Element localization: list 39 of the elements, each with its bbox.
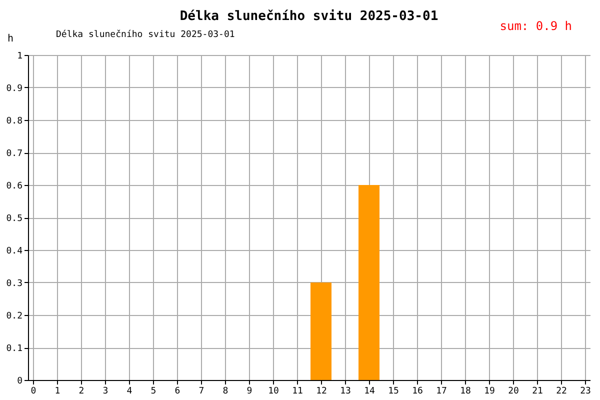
x-tick-label: 13 <box>340 386 351 396</box>
x-tick-label: 21 <box>532 386 543 396</box>
x-tick-label: 11 <box>292 386 303 396</box>
y-axis-title: h <box>7 34 14 44</box>
x-tick-label: 4 <box>126 386 132 396</box>
x-tick-label: 18 <box>460 386 471 396</box>
x-tick-label: 8 <box>222 386 228 396</box>
x-tick-label: 20 <box>508 386 519 396</box>
x-tick-label: 5 <box>150 386 156 396</box>
x-tick-label: 9 <box>246 386 252 396</box>
x-tick-label: 2 <box>78 386 84 396</box>
x-tick-label: 10 <box>268 386 279 396</box>
y-tick-label: 0 <box>17 376 22 386</box>
x-tick-label: 22 <box>556 386 567 396</box>
y-tick-label: 0.7 <box>6 149 22 159</box>
y-tick-label: 0.2 <box>6 312 22 322</box>
x-tick-label: 12 <box>316 386 327 396</box>
x-tick-label: 6 <box>174 386 180 396</box>
text: sum: 0.9 h <box>500 19 572 33</box>
x-tick-label: 0 <box>30 386 36 396</box>
x-tick-label: 1 <box>54 386 60 396</box>
text: Délka slunečního svitu 2025-03-01 <box>56 29 235 40</box>
y-tick-label: 0.8 <box>6 116 22 126</box>
x-tick-label: 7 <box>198 386 204 396</box>
x-tick-label: 23 <box>580 386 591 396</box>
y-tick-label: 0.5 <box>6 214 22 224</box>
y-tick-label: 0.3 <box>6 279 22 289</box>
y-tick-label: 0.4 <box>6 246 22 256</box>
x-tick-label: 16 <box>412 386 423 396</box>
x-tick-label: 14 <box>364 386 375 396</box>
y-tick-label: 0.1 <box>6 344 22 354</box>
x-tick-label: 17 <box>436 386 447 396</box>
x-tick-label: 15 <box>388 386 399 396</box>
chart-title: Délka slunečního svitu 2025-03-01 <box>180 9 438 24</box>
x-tick-label: 3 <box>102 386 108 396</box>
y-tick-label: 0.6 <box>6 182 22 192</box>
x-tick-label: 19 <box>484 386 495 396</box>
y-tick-label: 0.9 <box>6 84 22 94</box>
y-tick-label: 1 <box>17 52 22 62</box>
